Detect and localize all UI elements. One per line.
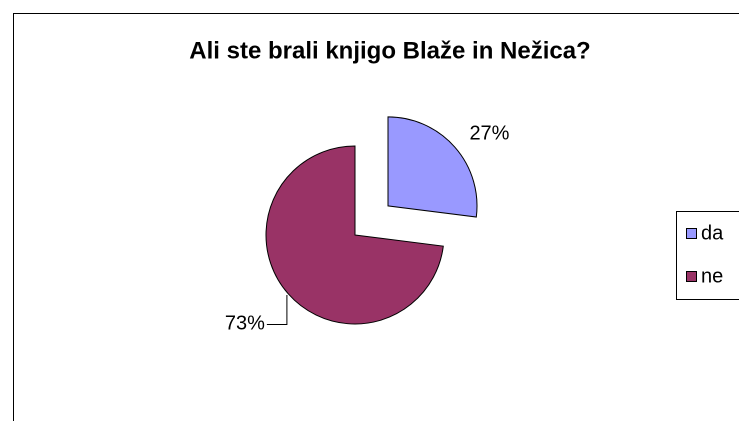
pie-slice [265,145,444,325]
leader-line [266,295,288,325]
chart-frame [13,13,739,421]
legend-swatch [686,228,697,239]
chart-title: Ali ste brali knjigo Blaže in Nežica? [189,37,590,64]
legend-swatch [686,271,697,282]
data-label: 27% [469,122,509,144]
legend-label: ne [701,265,723,287]
legend-box [676,211,739,300]
legend-label: da [701,222,724,244]
pie-slice [387,116,478,218]
data-label: 73% [225,313,265,335]
